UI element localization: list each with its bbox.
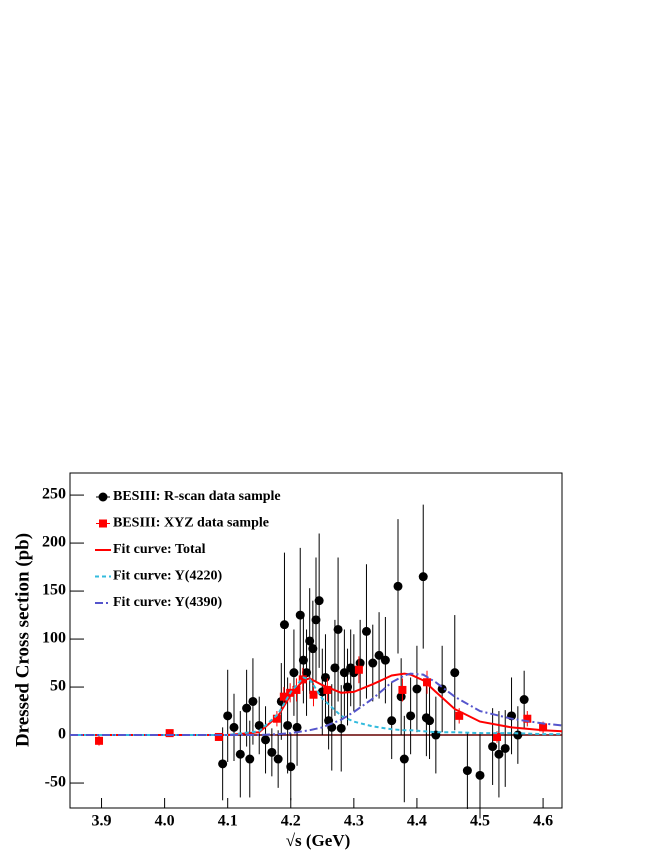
x-tick-label: 4.6 bbox=[533, 813, 553, 830]
data-point bbox=[283, 720, 293, 730]
data-point bbox=[295, 610, 305, 620]
data-point bbox=[302, 668, 312, 678]
fit-curve bbox=[70, 676, 562, 736]
data-point bbox=[95, 736, 104, 745]
data-point bbox=[398, 685, 407, 694]
data-point bbox=[320, 672, 330, 682]
data-point bbox=[361, 626, 371, 636]
data-point bbox=[223, 711, 233, 721]
legend-label: BESIII: R-scan data sample bbox=[113, 489, 281, 504]
data-point bbox=[380, 655, 390, 665]
data-point bbox=[343, 682, 353, 692]
data-point bbox=[311, 615, 321, 625]
x-tick-label: 4.5 bbox=[470, 813, 490, 830]
data-point bbox=[165, 729, 174, 738]
data-point bbox=[387, 716, 397, 726]
x-axis-label: √s (GeV) bbox=[286, 831, 351, 850]
data-point bbox=[323, 685, 332, 694]
data-point bbox=[298, 675, 307, 684]
y-tick-label: 50 bbox=[50, 678, 66, 695]
y-tick-label: 250 bbox=[42, 486, 66, 503]
x-tick-label: 3.9 bbox=[92, 813, 112, 830]
data-point bbox=[339, 668, 349, 678]
data-point bbox=[354, 665, 363, 674]
data-point bbox=[418, 572, 428, 582]
data-point bbox=[523, 714, 532, 723]
data-point bbox=[462, 766, 472, 776]
y-tick-label: -50 bbox=[45, 774, 66, 791]
data-point bbox=[475, 770, 485, 780]
fit-curve bbox=[70, 672, 563, 736]
data-point bbox=[272, 714, 281, 723]
data-point bbox=[218, 759, 228, 769]
data-point bbox=[279, 692, 288, 701]
data-point bbox=[330, 663, 340, 673]
data-point bbox=[292, 722, 302, 732]
data-point bbox=[494, 749, 504, 759]
data-point bbox=[289, 668, 299, 678]
x-tick-label: 4.4 bbox=[407, 813, 427, 830]
legend-label: BESIII: XYZ data sample bbox=[113, 516, 269, 531]
legend-marker bbox=[98, 492, 108, 502]
data-point bbox=[500, 743, 510, 753]
data-point bbox=[336, 723, 346, 733]
data-point bbox=[248, 696, 258, 706]
data-point bbox=[513, 730, 523, 740]
data-point bbox=[406, 711, 416, 721]
y-tick-label: 150 bbox=[42, 582, 66, 599]
data-point bbox=[214, 732, 223, 741]
data-point bbox=[314, 596, 324, 606]
data-point bbox=[267, 747, 277, 757]
data-point bbox=[242, 703, 252, 713]
data-point bbox=[355, 658, 365, 668]
data-point bbox=[423, 678, 432, 687]
legend-label: Fit curve: Y(4220) bbox=[113, 569, 222, 584]
data-point bbox=[254, 720, 264, 730]
data-point bbox=[279, 620, 289, 630]
data-point bbox=[308, 644, 318, 654]
plot-frame bbox=[69, 472, 563, 809]
data-point bbox=[374, 650, 384, 660]
data-point bbox=[305, 636, 315, 646]
x-tick-label: 4.2 bbox=[281, 813, 301, 830]
data-point bbox=[450, 668, 460, 678]
data-point bbox=[286, 762, 296, 772]
y-tick-label: 0 bbox=[58, 726, 66, 743]
x-tick-label: 4.1 bbox=[218, 813, 238, 830]
y-tick-label: 200 bbox=[42, 534, 66, 551]
legend-label: Fit curve: Y(4390) bbox=[113, 595, 222, 610]
data-point bbox=[235, 749, 245, 759]
data-point bbox=[292, 685, 301, 694]
x-tick-label: 4.3 bbox=[344, 813, 364, 830]
legend-marker bbox=[99, 519, 107, 528]
data-point bbox=[393, 581, 403, 591]
fit-curve bbox=[70, 672, 563, 736]
data-point bbox=[539, 723, 548, 732]
data-point bbox=[229, 722, 239, 732]
data-point bbox=[455, 711, 464, 720]
data-point bbox=[245, 754, 255, 764]
data-point bbox=[488, 742, 498, 752]
data-point bbox=[399, 754, 409, 764]
data-point bbox=[519, 695, 529, 705]
data-point bbox=[298, 655, 308, 665]
data-point bbox=[261, 735, 271, 745]
y-axis-label: Dressed Cross section (pb) bbox=[12, 533, 33, 747]
data-point bbox=[309, 690, 318, 699]
data-point bbox=[412, 684, 422, 694]
data-point bbox=[273, 754, 283, 764]
data-point bbox=[425, 716, 435, 726]
y-tick-label: 100 bbox=[42, 630, 66, 647]
x-tick-label: 4.0 bbox=[155, 813, 175, 830]
data-point bbox=[437, 684, 447, 694]
data-point bbox=[396, 692, 406, 702]
data-point bbox=[333, 624, 343, 634]
legend-label: Fit curve: Total bbox=[113, 542, 206, 557]
data-point bbox=[368, 658, 378, 668]
data-point bbox=[493, 732, 502, 741]
